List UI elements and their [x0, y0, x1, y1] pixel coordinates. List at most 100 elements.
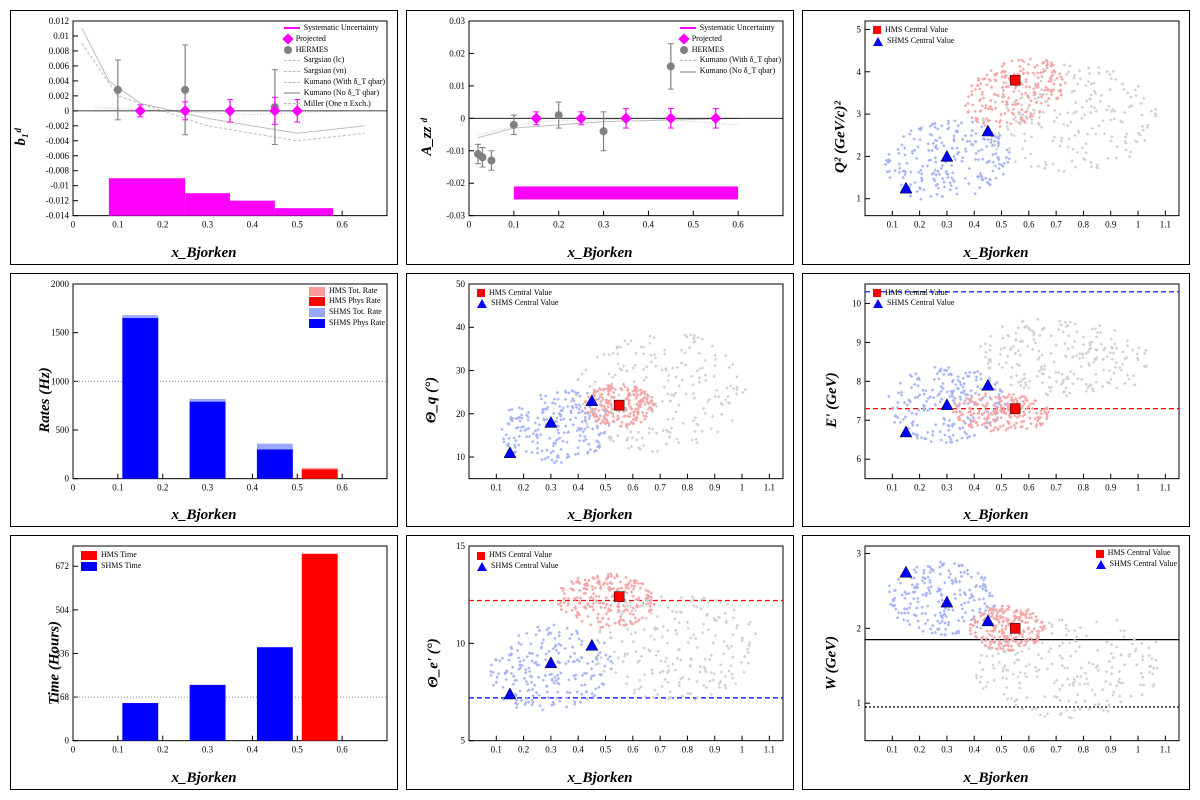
legend-item: Projected — [680, 34, 781, 45]
svg-text:1: 1 — [856, 194, 861, 204]
svg-text:1: 1 — [1136, 745, 1141, 755]
legend-swatch — [309, 297, 325, 306]
legend-swatch — [284, 92, 300, 94]
svg-text:0.1: 0.1 — [491, 745, 502, 755]
legend-swatch — [284, 82, 300, 83]
legend-swatch — [680, 46, 688, 54]
svg-text:1: 1 — [1136, 482, 1141, 492]
legend-label: Kumano (No δ_T qbar) — [304, 88, 379, 99]
legend-swatch — [282, 34, 293, 45]
legend-label: SHMS Phys Rate — [329, 318, 385, 329]
panel-p21: Θ_e' (°) x_Bjorken 0.10.20.30.40.50.60.70.… — [406, 535, 794, 790]
legend-item: HMS Central Value — [873, 25, 954, 36]
svg-text:-0.008: -0.008 — [46, 166, 70, 176]
legend-item: Projected — [284, 34, 385, 45]
ylabel: Θ_q (°) — [424, 377, 441, 423]
legend-swatch — [284, 27, 300, 29]
svg-text:-0.002: -0.002 — [46, 121, 69, 131]
svg-text:0: 0 — [71, 745, 76, 755]
svg-text:-0.03: -0.03 — [446, 211, 465, 221]
svg-text:9: 9 — [856, 337, 861, 347]
legend-label: Systematic Uncertainty — [700, 23, 775, 34]
xlabel: x_Bjorken — [171, 245, 236, 262]
svg-text:0.1: 0.1 — [508, 220, 519, 230]
svg-text:0.9: 0.9 — [1105, 482, 1117, 492]
svg-text:0.006: 0.006 — [49, 61, 70, 71]
svg-text:0: 0 — [64, 106, 69, 116]
svg-text:50: 50 — [456, 279, 466, 289]
xlabel: x_Bjorken — [171, 770, 236, 787]
svg-text:1: 1 — [740, 745, 745, 755]
panel-p00: b₁ᵈx_Bjorken00.10.20.30.40.50.6-0.014-0.… — [10, 10, 398, 265]
svg-text:168: 168 — [56, 692, 70, 702]
panel-p01: A_zz ᵈx_Bjorken00.10.20.30.40.50.6-0.03-… — [406, 10, 794, 265]
svg-text:0.2: 0.2 — [157, 745, 168, 755]
svg-text:0.1: 0.1 — [112, 745, 123, 755]
svg-text:8: 8 — [856, 376, 861, 386]
svg-text:0.3: 0.3 — [202, 220, 214, 230]
panel-p10: Rates (Hz)x_Bjorken00.10.20.30.40.50.605… — [10, 273, 398, 528]
svg-text:-0.012: -0.012 — [46, 196, 69, 206]
svg-text:1.1: 1.1 — [1160, 220, 1171, 230]
legend-label: Miller (One π Exch.) — [304, 99, 371, 110]
svg-text:1: 1 — [1136, 220, 1141, 230]
legend-label: SHMS Central Value — [491, 561, 558, 572]
svg-text:0.01: 0.01 — [449, 81, 465, 91]
svg-text:0.03: 0.03 — [449, 16, 465, 26]
svg-text:336: 336 — [56, 649, 70, 659]
svg-text:5: 5 — [460, 736, 465, 746]
legend-swatch — [477, 299, 487, 308]
legend: HMS Tot. RateHMS Phys RateSHMS Tot. Rate… — [309, 286, 385, 329]
svg-text:0.6: 0.6 — [337, 745, 349, 755]
svg-text:-0.02: -0.02 — [446, 178, 465, 188]
legend-label: SHMS Central Value — [1110, 559, 1177, 570]
svg-text:0.8: 0.8 — [682, 482, 694, 492]
panel-p20: Time (Hours)x_Bjorken00.10.20.30.40.50.6… — [10, 535, 398, 790]
svg-text:0.4: 0.4 — [247, 482, 259, 492]
legend-item: Kumano (No δ_T qbar) — [680, 66, 781, 77]
legend-label: HERMES — [692, 45, 724, 56]
legend-item: HMS Central Value — [873, 288, 954, 299]
svg-text:0.4: 0.4 — [643, 220, 655, 230]
svg-text:0.6: 0.6 — [337, 220, 349, 230]
svg-text:4: 4 — [856, 67, 861, 77]
svg-text:-0.01: -0.01 — [50, 181, 69, 191]
svg-text:0.5: 0.5 — [996, 745, 1008, 755]
legend-item: HERMES — [284, 45, 385, 56]
svg-text:0.8: 0.8 — [1078, 745, 1090, 755]
plot-area: 0.10.20.30.40.50.60.70.80.911.151015 — [469, 546, 783, 741]
ylabel: Q² (GeV/c)² — [832, 101, 849, 173]
svg-text:0.2: 0.2 — [914, 482, 925, 492]
legend-label: HMS Central Value — [885, 25, 948, 36]
legend-item: Kumano (No δ_T qbar) — [284, 88, 385, 99]
svg-text:15: 15 — [456, 541, 466, 551]
svg-text:0: 0 — [71, 220, 76, 230]
svg-text:504: 504 — [56, 605, 70, 615]
ylabel: b₁ᵈ — [13, 129, 30, 146]
legend-label: HMS Central Value — [1108, 548, 1171, 559]
legend-label: Systematic Uncertainty — [304, 23, 379, 34]
svg-text:0.5: 0.5 — [688, 220, 700, 230]
svg-text:1.1: 1.1 — [1160, 745, 1171, 755]
legend-swatch — [873, 37, 883, 46]
svg-text:1000: 1000 — [51, 376, 69, 386]
legend-swatch — [680, 27, 696, 29]
legend: HMS TimeSHMS Time — [81, 550, 141, 572]
ylabel: Θ_e' (°) — [425, 638, 442, 688]
svg-text:0.6: 0.6 — [1023, 745, 1035, 755]
svg-text:0.3: 0.3 — [202, 482, 214, 492]
legend-item: HMS Phys Rate — [309, 296, 385, 307]
legend-label: SHMS Central Value — [491, 298, 558, 309]
xlabel: x_Bjorken — [567, 770, 632, 787]
xlabel: x_Bjorken — [567, 245, 632, 262]
svg-text:672: 672 — [56, 562, 69, 572]
svg-text:0.9: 0.9 — [709, 745, 721, 755]
legend-label: SHMS Central Value — [887, 36, 954, 47]
svg-text:0.6: 0.6 — [1023, 220, 1035, 230]
svg-text:-0.006: -0.006 — [46, 151, 70, 161]
svg-text:20: 20 — [456, 408, 466, 418]
legend-label: HMS Central Value — [885, 288, 948, 299]
svg-text:0.4: 0.4 — [247, 220, 259, 230]
plot-area: 0.10.20.30.40.50.60.70.80.911.1123 — [865, 546, 1179, 741]
legend: HMS Central ValueSHMS Central Value — [477, 550, 558, 572]
